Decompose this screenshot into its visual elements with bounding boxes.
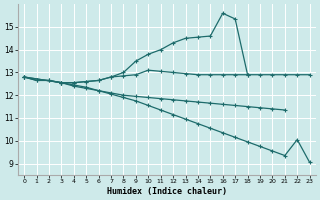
X-axis label: Humidex (Indice chaleur): Humidex (Indice chaleur) [107, 187, 227, 196]
